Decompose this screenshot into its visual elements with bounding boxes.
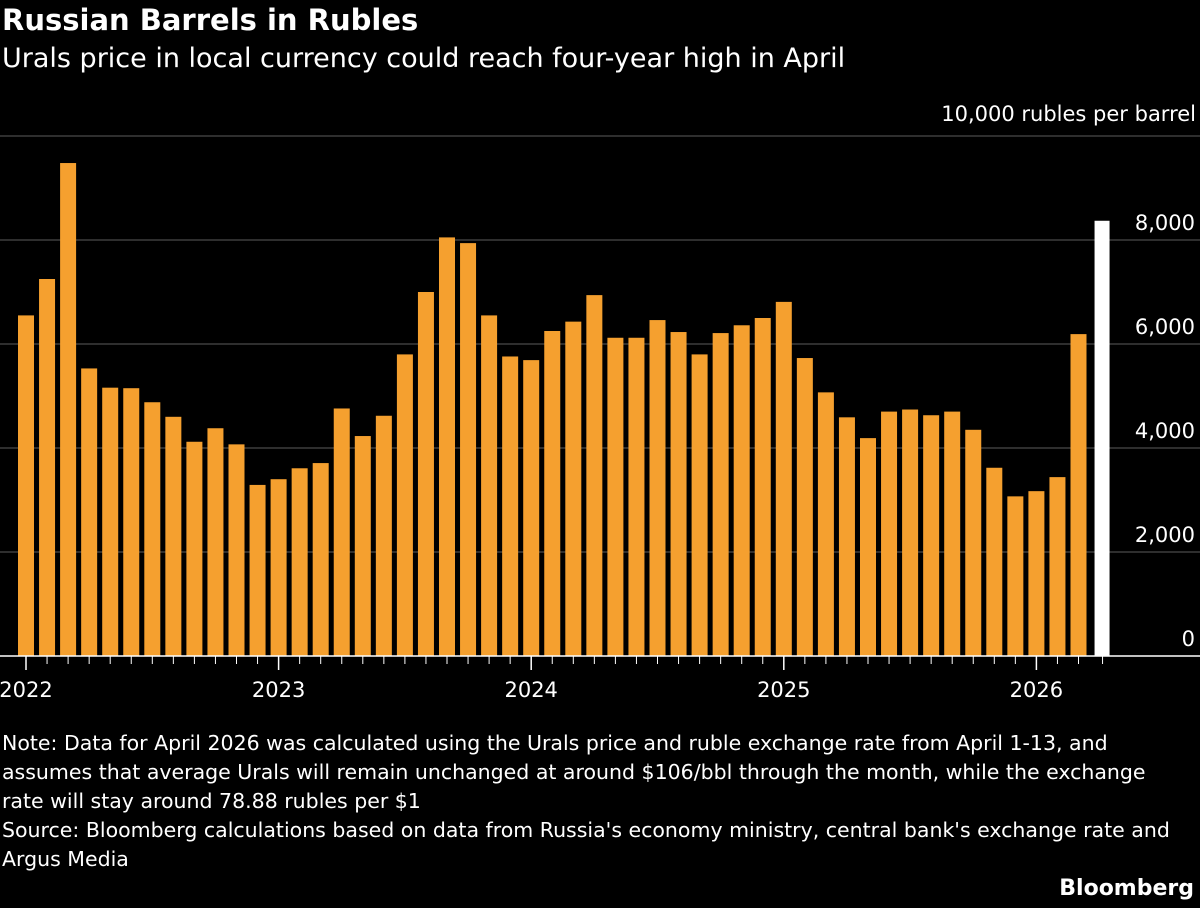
bar <box>270 479 287 656</box>
bar <box>375 415 392 656</box>
bar <box>628 337 645 656</box>
bar <box>354 436 371 656</box>
bar <box>207 428 224 656</box>
bar <box>733 325 750 656</box>
bar <box>439 237 455 656</box>
bar <box>796 358 813 656</box>
bar <box>860 438 876 656</box>
bar <box>165 416 182 656</box>
bar <box>586 295 603 656</box>
bar <box>481 315 498 656</box>
bar <box>902 409 919 656</box>
bloomberg-logo: Bloomberg <box>1059 876 1194 901</box>
bar <box>838 417 855 656</box>
bar <box>544 331 561 656</box>
bar <box>817 392 834 656</box>
bar <box>881 411 898 656</box>
bar <box>60 163 77 657</box>
bar <box>312 463 329 656</box>
chart-title: Russian Barrels in Rubles <box>2 3 419 37</box>
source-text: Source: Bloomberg calculations based on … <box>2 818 1170 871</box>
bar <box>607 337 624 656</box>
chart-subtitle: Urals price in local currency could reac… <box>2 43 846 74</box>
bar <box>291 468 308 656</box>
bar <box>81 368 98 656</box>
bar <box>670 332 687 656</box>
bar <box>123 388 140 656</box>
bar <box>396 354 413 656</box>
bar <box>1070 334 1087 656</box>
bar <box>144 402 161 656</box>
note-text: Note: Data for April 2026 was calculated… <box>2 731 1146 813</box>
bar <box>417 292 434 656</box>
bar <box>649 320 666 656</box>
bar <box>775 301 792 656</box>
bar <box>523 360 540 656</box>
bar <box>691 354 708 656</box>
bar <box>186 441 203 656</box>
bar <box>333 408 350 656</box>
x-tick-label: 2022 <box>0 678 53 702</box>
bar <box>1028 491 1045 656</box>
x-tick-label: 2026 <box>1010 678 1063 702</box>
y-axis-unit-label: 10,000 rubles per barrel <box>941 102 1196 126</box>
bar <box>712 333 729 656</box>
bar <box>249 484 266 656</box>
bar <box>39 279 56 656</box>
bar-highlight <box>1094 220 1110 656</box>
x-tick-label: 2023 <box>252 678 305 702</box>
bar <box>1007 496 1024 656</box>
bar <box>944 411 961 656</box>
bar <box>502 356 519 656</box>
bar <box>1049 477 1066 656</box>
bars <box>18 163 1110 657</box>
bar <box>923 415 940 656</box>
bar <box>565 321 582 656</box>
y-tick-label: 6,000 <box>1135 315 1195 339</box>
footnotes: Note: Data for April 2026 was calculated… <box>2 729 1192 874</box>
bar <box>228 444 245 656</box>
bar <box>460 243 477 656</box>
y-tick-label: 2,000 <box>1135 523 1195 547</box>
bar-chart: 2022 2023 2024 2025 2026 0 2,000 4,000 6,000 8,0… <box>0 135 1200 702</box>
bar <box>986 467 1003 656</box>
y-tick-label: 4,000 <box>1135 419 1195 443</box>
bar <box>754 318 771 656</box>
x-tick-label: 2025 <box>757 678 810 702</box>
bar <box>102 387 119 656</box>
bar <box>18 315 34 656</box>
x-axis: 2022 2023 2024 2025 2026 <box>0 655 1200 702</box>
bar <box>965 429 982 656</box>
y-tick-label: 0 <box>1182 627 1195 651</box>
y-axis-labels: 0 2,000 4,000 6,000 8,000 <box>1135 211 1195 651</box>
y-tick-label: 8,000 <box>1135 211 1195 235</box>
x-tick-label: 2024 <box>504 678 557 702</box>
